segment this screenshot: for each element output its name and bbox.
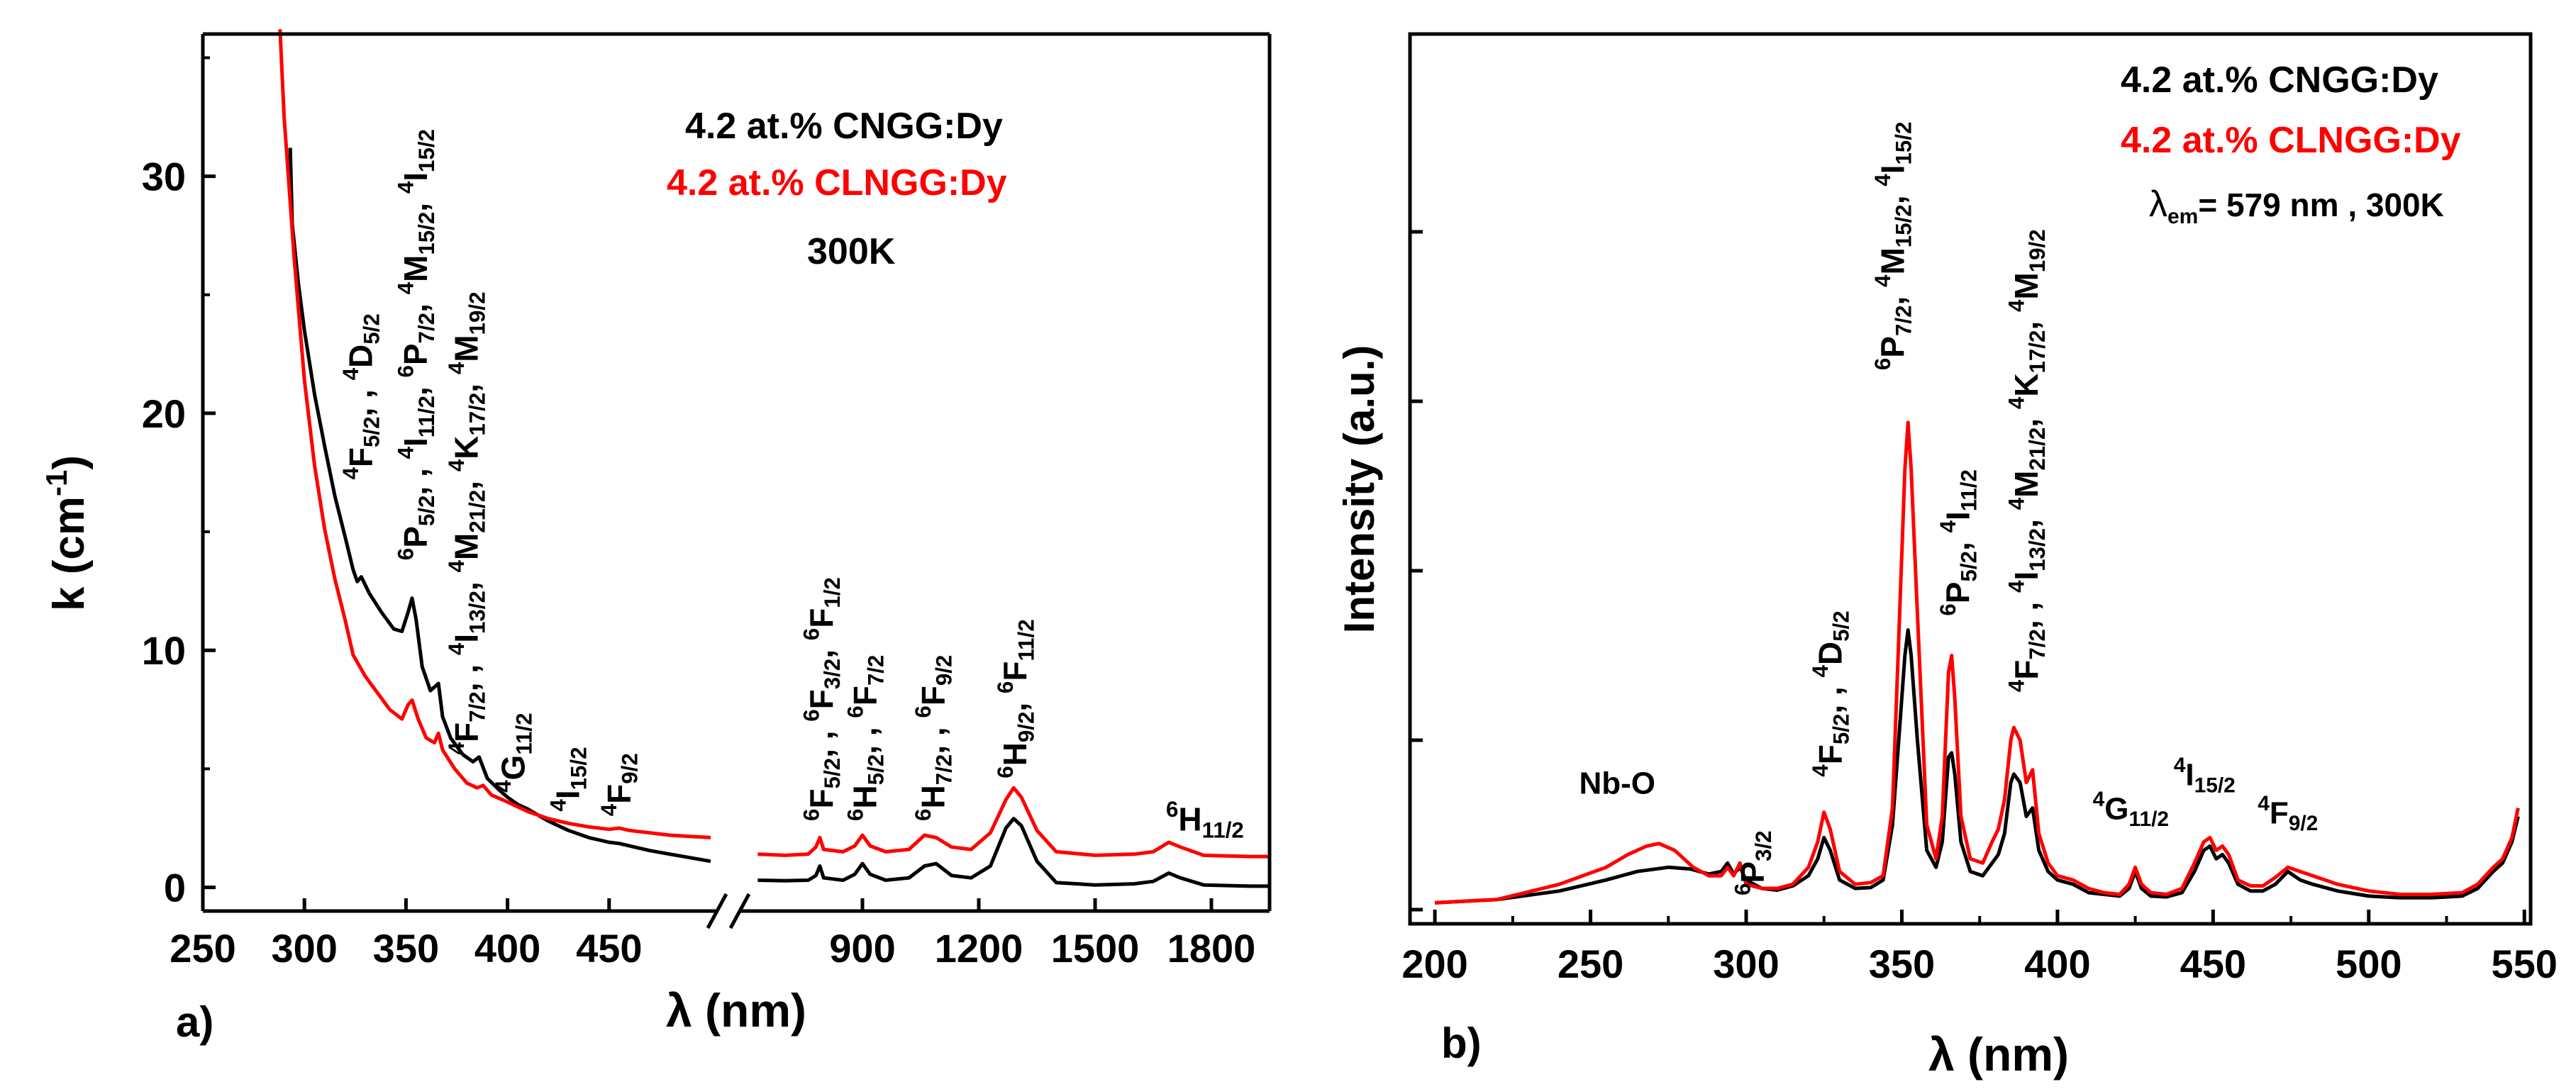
panel-a-x-tick-label: 300: [271, 926, 337, 971]
panel-b-transition-label-9: 4F9/2: [2258, 792, 2318, 835]
panel-a-transition-label-7: 6F5/2, , 6F3/2, 6F1/2: [799, 577, 845, 821]
panel-b-transition-label-8: 4I15/2: [2174, 754, 2236, 797]
panel-a-transition-label-10: 6H9/2, 6F11/2: [993, 619, 1038, 778]
panel-b-transition-label-1: Nb-O: [1579, 766, 1655, 801]
panel-a-transition-label-3: 4F7/2, , 4I13/2, 4M21/2, 4K17/2, 4M19/2: [444, 292, 489, 755]
panel-a-label: a): [176, 998, 213, 1046]
panel-a-legend-entry-1: 4.2 at.% CNGG:Dy: [685, 106, 1003, 147]
panel-b-annotations: Nb-O 6P3/2 4F5/2, , 4D5/2 6P7/2, 4M15/2, 4I…: [1579, 122, 2318, 895]
panel-a-x-tick-label: 1500: [1051, 926, 1140, 971]
panel-a-x-tick-label: 900: [829, 926, 895, 971]
panel-b-x-axis-title: λ (nm): [1928, 1028, 2069, 1080]
panel-b-x-tick-label: 250: [1558, 942, 1623, 986]
panel-b-x-tick-label: 450: [2180, 942, 2246, 986]
panel-b-x-tick-label: 200: [1401, 942, 1467, 986]
panel-b-transition-label-3: 4F5/2, , 4D5/2: [1808, 610, 1853, 776]
panel-a-y-tick-label: 0: [164, 866, 186, 910]
panel-b-transition-label-2: 6P3/2: [1730, 830, 1775, 895]
panel-b-transition-label-5: 6P5/2, 4I11/2: [1936, 469, 1981, 616]
panel-a-series-2-segment-2-line: [757, 786, 1270, 859]
panel-a-axis-break-mark-2: [728, 893, 751, 929]
panel-a-y-axis-title: k (cm-1): [40, 455, 94, 611]
panel-b-axes: 200 250 300 350 400 450 500 550: [1401, 32, 2558, 986]
panel-a-x-tick-label: 400: [474, 926, 540, 971]
panel-a-transition-label-9: 6H7/2, , 6F9/2: [911, 655, 956, 821]
panel-a-transition-label-11: 6H11/2: [1166, 797, 1244, 842]
panel-a-transition-label-4: 4G11/2: [491, 713, 536, 792]
panel-b-y-axis-title: Intensity (a.u.): [1336, 345, 1383, 634]
panel-a-transition-label-2: 6P5/2, , 4I11/2, 6P7/2, 4M15/2, 4I15/2: [394, 129, 439, 560]
panel-b-x-tick-label: 500: [2336, 942, 2402, 986]
panel-b-transition-label-7: 4G11/2: [2093, 788, 2169, 831]
panel-b-series-2-line: [1434, 420, 2520, 905]
panel-a-axes: 0 10 20 30 250 300 350 400 450 900 1200 1500 1800: [142, 32, 1272, 971]
panel-a-series-2-segment-1-line: [278, 29, 711, 839]
panel-a-axis-break-mark-1: [706, 893, 728, 929]
panel-a-legend-entry-2: 4.2 at.% CLNGG:Dy: [667, 162, 1007, 203]
panel-a-y-tick-label: 10: [142, 628, 186, 673]
panel-a-transition-label-8: 6H5/2, , 6F7/2: [843, 655, 888, 821]
panel-b-legend-entry-2: 4.2 at.% CLNGG:Dy: [2121, 120, 2461, 161]
panel-b-plot-area: [1434, 420, 2520, 905]
panel-b-x-tick-label: 350: [1869, 942, 1935, 986]
panel-a-x-tick-label: 250: [170, 926, 235, 971]
panel-b-legend-entry-1: 4.2 at.% CNGG:Dy: [2121, 60, 2438, 101]
panel-a-plot-area: [278, 29, 1270, 888]
panel-b-x-tick-label: 550: [2492, 942, 2558, 986]
panel-a-legend-note: 300K: [807, 231, 896, 272]
panel-a-transition-label-1: 4F5/2, , 4D5/2: [338, 313, 384, 479]
panel-b-x-tick-label: 400: [2024, 942, 2090, 986]
panel-b-excitation-note: λem= 579 nm , 300K: [2149, 184, 2444, 228]
panel-a-transition-label-6: 4F9/2: [596, 753, 642, 816]
panel-b-frame: [1408, 32, 2533, 926]
panel-a-y-tick-label: 20: [142, 391, 186, 436]
panel-b-x-tick-label: 300: [1713, 942, 1779, 986]
panel-a-x-axis-title: λ (nm): [666, 984, 806, 1037]
panel-b: Nb-O 6P3/2 4F5/2, , 4D5/2 6P7/2, 4M15/2, 4I…: [1336, 32, 2558, 1080]
panel-a-x-tick-label: 1200: [935, 926, 1023, 971]
panel-b-label: b): [1441, 1020, 1482, 1067]
panel-a-x-tick-label: 350: [373, 926, 439, 971]
panel-a-series-1-segment-1-line: [288, 147, 711, 864]
panel-b-transition-label-6: 4F7/2, , 4I13/2, 4M21/2, 4K17/2, 4M19/2: [2004, 229, 2050, 692]
panel-b-transition-label-4: 6P7/2, 4M15/2, 4I15/2: [1870, 122, 1916, 371]
panel-a-x-tick-label: 450: [576, 926, 642, 971]
panel-a-x-tick-label: 1800: [1167, 926, 1256, 971]
panel-a-y-tick-label: 30: [142, 155, 186, 199]
panel-a-series-1-segment-2-line: [757, 817, 1270, 888]
panel-a-transition-label-5: 4I15/2: [545, 747, 591, 811]
panel-a-axis-break-gap: [716, 897, 740, 925]
